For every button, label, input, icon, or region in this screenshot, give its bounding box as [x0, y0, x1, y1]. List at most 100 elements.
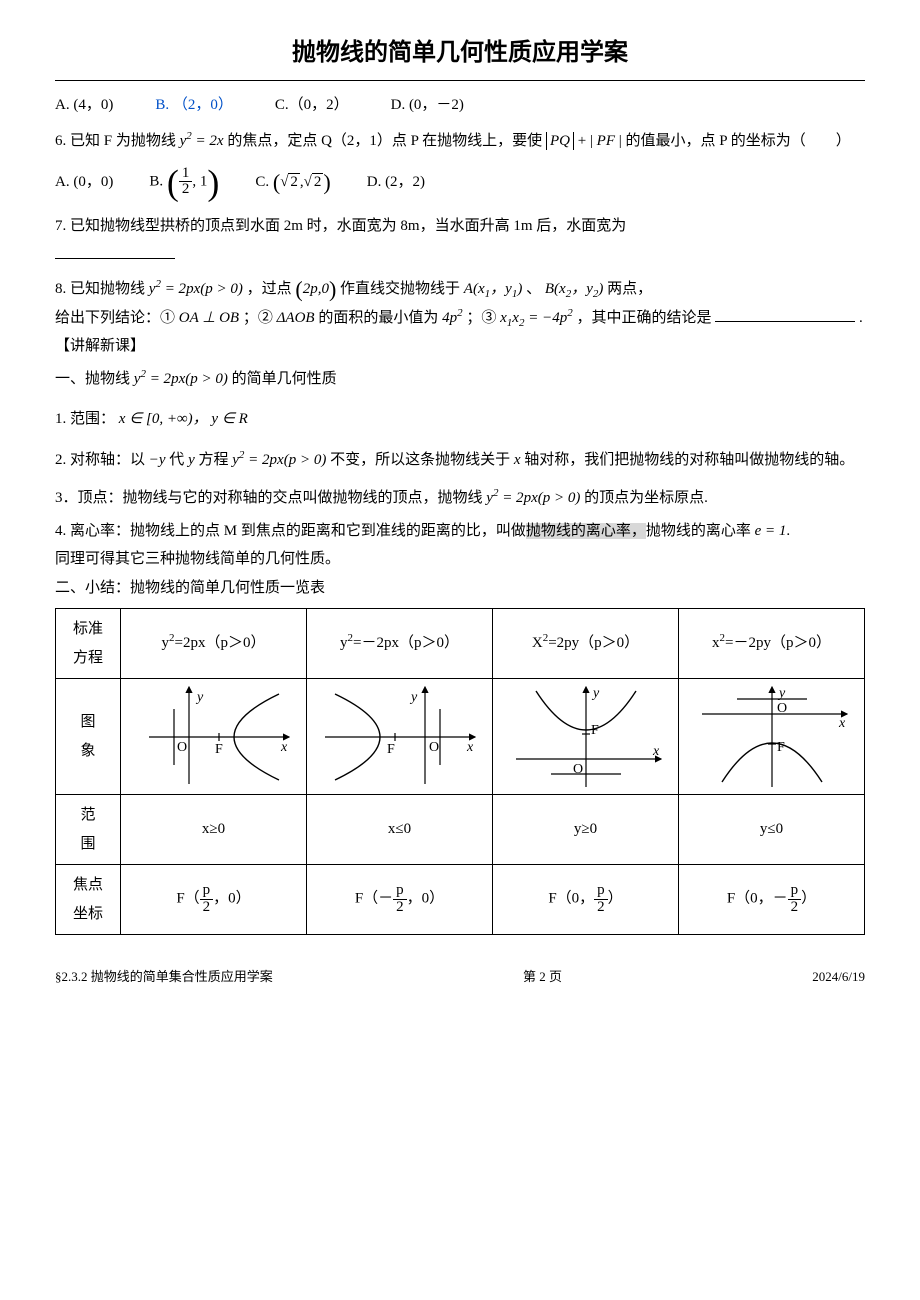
t: 一、抛物线 [55, 371, 134, 387]
t: 3．顶点：抛物线与它的对称轴的交点叫做抛物线的顶点，抛物线 [55, 490, 486, 506]
j: 4p2 [442, 310, 463, 326]
blank-line [55, 243, 175, 259]
t: ） [608, 891, 623, 907]
svg-text:y: y [591, 686, 600, 701]
n: p [594, 883, 608, 900]
t: ，过点 [247, 281, 292, 297]
t: 不变，所以这条抛物线关于 [330, 452, 514, 468]
cell: F（0，p2） [493, 865, 679, 935]
q7: 7. 已知抛物线型拱桥的顶点到水面 2m 时，水面宽为 8m，当水面升高 1m … [55, 212, 865, 269]
t: 的简单几何性质 [232, 371, 337, 387]
pt: 2p,0 [303, 281, 329, 297]
t: 代 [169, 452, 188, 468]
cell: F（－p2，0） [307, 865, 493, 935]
cell: X2=2py（p＞0） [493, 609, 679, 679]
t: 两点， [607, 281, 652, 297]
h: ΔAOB [277, 310, 315, 326]
t: y [188, 452, 195, 468]
footer-mid: 第 2 页 [523, 965, 562, 990]
th-range: 范 围 [56, 795, 121, 865]
q6-text3: | 的值最小，点 P 的坐标为（ ） [619, 133, 851, 149]
t: 抛物线的离心率 [646, 523, 755, 539]
d: 2 [594, 900, 608, 916]
svg-text:F: F [777, 740, 785, 755]
svg-text:x: x [466, 740, 474, 755]
graph-up: y x O F [493, 679, 679, 795]
p3: 3．顶点：抛物线与它的对称轴的交点叫做抛物线的顶点，抛物线 y2 = 2px(p… [55, 484, 865, 513]
t: ，0） [407, 891, 445, 907]
p5: 同理可得其它三种抛物线简单的几何性质。 [55, 545, 865, 574]
opt-d: D. (0，－2) [391, 91, 464, 120]
opt-a: A. (0，0) [55, 168, 113, 197]
t: 1. 范围： [55, 411, 115, 427]
optb-pre: B. [149, 173, 167, 189]
sec1: 一、抛物线 y2 = 2px(p > 0) 的简单几何性质 [55, 365, 865, 394]
cell: x≥0 [121, 795, 307, 865]
opt-c: C. (√2,√2) [255, 168, 330, 197]
t: 给出下列结论：① [55, 310, 179, 326]
A: A(x1，y1) [464, 281, 523, 297]
th-focus: 焦点 坐标 [56, 865, 121, 935]
B: B(x2，y2) [545, 281, 604, 297]
svg-text:y: y [195, 690, 204, 705]
svg-text:y: y [409, 690, 418, 705]
table-row: 标准 方程 y2=2px（p＞0） y2=－2px（p＞0） X2=2py（p＞… [56, 609, 865, 679]
parabola-down-icon: y x O F [687, 679, 857, 794]
opt-a: A. (4，0) [55, 91, 113, 120]
d: 2 [200, 900, 214, 916]
cell: y≤0 [679, 795, 865, 865]
t: 轴对称，我们把抛物线的对称轴叫做抛物线的轴。 [524, 452, 854, 468]
graph-right: y x O F [121, 679, 307, 795]
svg-text:F: F [387, 742, 395, 757]
t: F（ [176, 891, 199, 907]
sqrt2: 2 [312, 173, 324, 190]
sqrt1: 2 [288, 173, 300, 190]
eq: y2 = 2px(p > 0) [232, 452, 326, 468]
d: 2 [393, 900, 407, 916]
dot: . [859, 310, 863, 326]
q8: 8. 已知抛物线 y2 = 2px(p > 0) ，过点 (2p,0) 作直线交… [55, 275, 865, 332]
t: ；② [243, 310, 277, 326]
t: 方程 [198, 452, 232, 468]
l: x1x2 = −4p2 [500, 310, 573, 326]
opt-b: B. (12, 1) [149, 166, 219, 199]
q6-options: A. (0，0) B. (12, 1) C. (√2,√2) D. (2，2) [55, 166, 865, 199]
t: 4. 离心率：抛物线上的点 M 到焦点的距离和它到准线的距离的比，叫做 [55, 523, 526, 539]
table-row: 范 围 x≥0 x≤0 y≥0 y≤0 [56, 795, 865, 865]
footer-left: §2.3.2 抛物线的简单集合性质应用学案 [55, 965, 273, 990]
t: ；③ [466, 310, 500, 326]
svg-text:x: x [652, 744, 660, 759]
cell: F（0，－p2） [679, 865, 865, 935]
page-footer: §2.3.2 抛物线的简单集合性质应用学案 第 2 页 2024/6/19 [55, 965, 865, 990]
abs-pf: PF [597, 133, 615, 149]
frac-n: 1 [179, 166, 193, 183]
q5-options: A. (4，0) B. （2，0） C.（0，2） D. (0，－2) [55, 91, 865, 120]
abs-pq: PQ [546, 132, 574, 150]
table-row: 焦点 坐标 F（p2，0） F（－p2，0） F（0，p2） F（0，－p2） [56, 865, 865, 935]
t: F（0， [548, 891, 594, 907]
footer-right: 2024/6/19 [812, 965, 865, 990]
sep: 、 [526, 281, 541, 297]
cell: y≥0 [493, 795, 679, 865]
t: . [786, 523, 790, 539]
p1: 1. 范围： x ∈ [0, +∞)， y ∈ R [55, 405, 865, 434]
eq: x ∈ [0, +∞)， y ∈ R [119, 411, 248, 427]
highlight-text: 抛物线的离心率， [526, 523, 646, 539]
svg-text:O: O [177, 740, 187, 755]
q6-eq1: y2 = 2x [180, 133, 224, 149]
p4: 4. 离心率：抛物线上的点 M 到焦点的距离和它到准线的距离的比，叫做抛物线的离… [55, 517, 865, 546]
eq: y2 = 2px(p > 0) [134, 371, 228, 387]
svg-text:O: O [777, 701, 787, 716]
parabola-right-icon: y x O F [129, 679, 299, 794]
n: p [393, 883, 407, 900]
f: OA ⊥ OB [179, 310, 239, 326]
opt-b: B. （2，0） [155, 91, 233, 120]
svg-text:O: O [573, 762, 583, 777]
t: F（0，－ [727, 891, 788, 907]
t: −y [149, 452, 166, 468]
t: F（－ [355, 891, 393, 907]
t: ，其中正确的结论是 [576, 310, 711, 326]
cell: y2=2px（p＞0） [121, 609, 307, 679]
cell: y2=－2px（p＞0） [307, 609, 493, 679]
lecture-heading: 【讲解新课】 [55, 332, 865, 361]
